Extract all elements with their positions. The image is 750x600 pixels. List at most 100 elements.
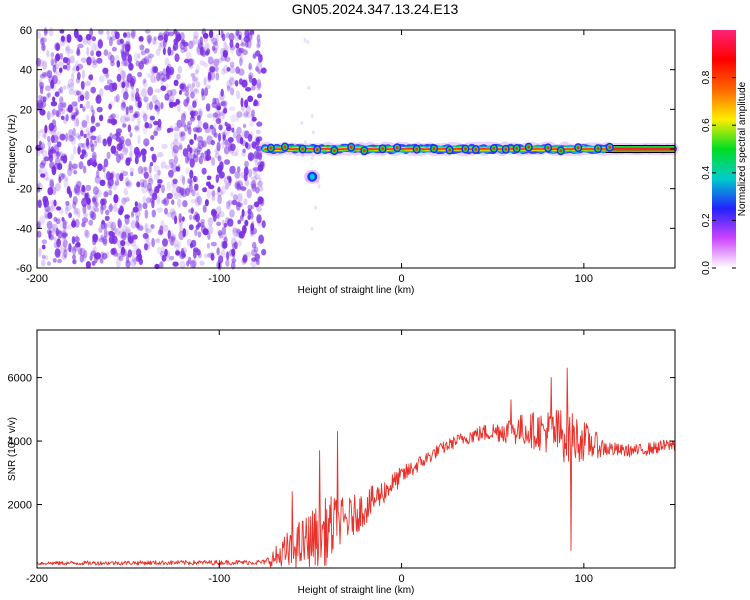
noise-speck — [236, 126, 242, 135]
noise-speck — [42, 96, 47, 103]
noise-speck — [108, 235, 115, 244]
noise-speck — [171, 187, 178, 196]
noise-speck — [59, 133, 66, 141]
noise-speck — [73, 187, 78, 194]
noise-speck — [155, 238, 161, 244]
noise-speck — [178, 230, 185, 241]
noise-speck — [130, 89, 136, 98]
noise-speck — [121, 246, 125, 255]
noise-speck — [124, 112, 130, 122]
noise-speck — [152, 66, 157, 73]
noise-speck — [85, 137, 90, 147]
noise-speck — [214, 152, 220, 159]
noise-speck — [115, 258, 121, 268]
noise-speck — [72, 254, 76, 260]
noise-speck — [206, 113, 213, 118]
noise-speck — [136, 181, 141, 188]
noise-speck — [247, 208, 252, 215]
noise-speck — [63, 117, 68, 124]
noise-speck — [48, 230, 52, 239]
noise-speck — [64, 205, 69, 215]
noise-speck — [95, 50, 102, 57]
noise-speck — [50, 226, 56, 234]
noise-speck — [185, 155, 189, 164]
noise-speck — [130, 171, 134, 177]
noise-speck — [235, 29, 240, 37]
noise-speck — [144, 209, 149, 219]
noise-speck — [160, 220, 165, 229]
noise-speck — [171, 102, 178, 107]
noise-speck — [240, 42, 246, 47]
noise-speck — [110, 113, 116, 119]
noise-speck — [46, 261, 52, 266]
noise-speck — [98, 75, 105, 83]
noise-speck — [46, 111, 51, 121]
noise-speck — [144, 48, 150, 54]
noise-speck — [230, 87, 235, 96]
noise-speck — [119, 173, 124, 182]
noise-speck — [167, 192, 171, 201]
noise-speck — [93, 207, 100, 213]
noise-speck — [179, 225, 183, 233]
noise-speck — [85, 57, 90, 63]
noise-speck — [111, 46, 117, 52]
noise-speck — [71, 67, 76, 74]
noise-speck — [68, 212, 72, 219]
noise-speck — [113, 95, 119, 103]
colorbar-tick-label: 0.8 — [701, 70, 712, 84]
faint-speck — [306, 40, 310, 45]
noise-speck — [186, 123, 191, 130]
noise-speck — [243, 35, 250, 43]
noise-speck — [90, 250, 97, 257]
noise-speck — [73, 118, 80, 128]
snr-y-tick-label: 4000 — [8, 436, 32, 448]
signal-right-core — [605, 147, 675, 151]
noise-speck — [74, 186, 81, 196]
noise-speck — [48, 75, 55, 84]
noise-speck — [91, 36, 97, 42]
noise-speck — [174, 122, 179, 128]
noise-speck — [146, 241, 152, 247]
noise-speck — [87, 36, 92, 46]
signal-knot-core — [546, 146, 550, 150]
noise-speck — [52, 64, 57, 73]
noise-speck — [197, 252, 202, 259]
noise-speck — [120, 240, 126, 247]
noise-speck — [242, 210, 248, 217]
noise-speck — [85, 100, 91, 109]
noise-speck — [166, 89, 173, 97]
noise-speck — [46, 220, 53, 230]
noise-speck — [190, 39, 196, 47]
noise-speck — [65, 63, 71, 71]
faint-speck — [317, 184, 321, 189]
noise-speck — [69, 136, 76, 142]
noise-speck — [216, 247, 221, 258]
noise-speck — [207, 74, 213, 82]
noise-speck — [81, 217, 89, 224]
noise-speck — [36, 180, 41, 189]
noise-speck — [162, 39, 167, 48]
noise-speck — [115, 132, 121, 138]
noise-speck — [100, 251, 105, 259]
noise-speck — [157, 151, 164, 158]
noise-speck — [62, 232, 67, 239]
noise-speck — [221, 131, 228, 137]
noise-speck — [174, 53, 180, 63]
noise-speck — [44, 254, 49, 261]
noise-speck — [236, 30, 243, 40]
noise-speck — [90, 50, 94, 57]
noise-speck — [145, 197, 151, 204]
noise-speck — [215, 33, 219, 43]
noise-speck — [65, 46, 70, 52]
noise-speck — [108, 203, 113, 213]
noise-speck — [115, 136, 121, 142]
noise-speck — [234, 171, 241, 179]
noise-speck — [190, 73, 196, 78]
noise-speck — [137, 100, 142, 109]
noise-speck — [47, 212, 53, 219]
noise-speck — [214, 132, 218, 139]
noise-speck — [41, 239, 48, 244]
noise-speck — [170, 236, 176, 241]
noise-speck — [83, 212, 88, 218]
noise-speck — [92, 203, 97, 214]
